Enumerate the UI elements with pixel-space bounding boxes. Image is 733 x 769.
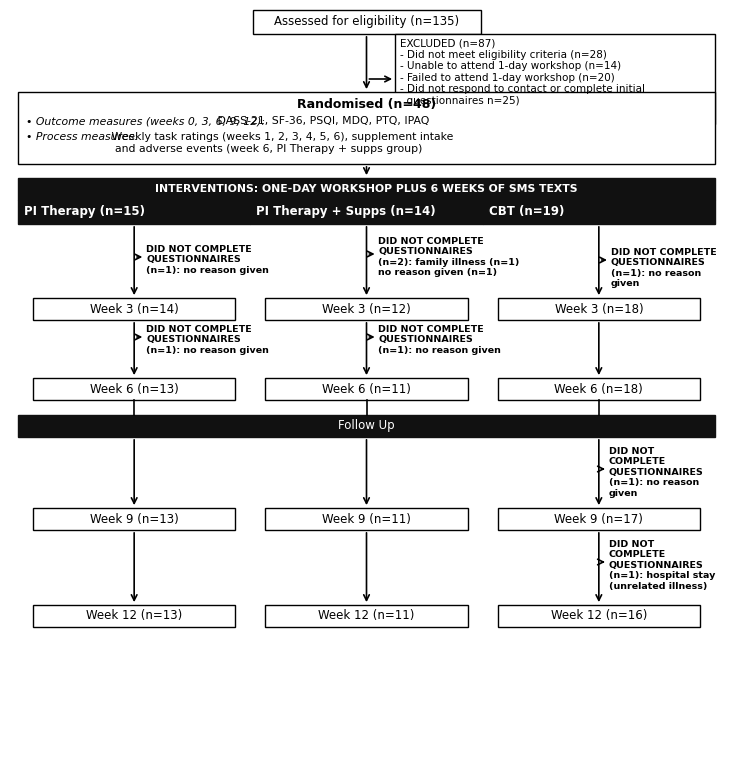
Text: DID NOT
COMPLETE
QUESTIONNAIRES
(n=1): hospital stay
(unrelated illness): DID NOT COMPLETE QUESTIONNAIRES (n=1): h…: [609, 540, 715, 591]
Text: Assessed for eligibility (n=135): Assessed for eligibility (n=135): [274, 15, 459, 28]
Text: • Outcome measures (weeks 0, 3, 6, 9, 12):: • Outcome measures (weeks 0, 3, 6, 9, 12…: [26, 116, 265, 126]
Bar: [18, 415, 715, 437]
Bar: [18, 200, 251, 224]
Bar: [33, 378, 235, 400]
Text: Week 6 (n=13): Week 6 (n=13): [89, 382, 179, 395]
Bar: [482, 200, 715, 224]
Text: PI Therapy (n=15): PI Therapy (n=15): [24, 205, 145, 218]
Bar: [265, 508, 468, 530]
Text: DID NOT
COMPLETE
QUESTIONNAIRES
(n=1): no reason
given: DID NOT COMPLETE QUESTIONNAIRES (n=1): n…: [609, 447, 704, 498]
Bar: [498, 508, 700, 530]
Text: Follow Up: Follow Up: [338, 420, 395, 432]
Text: CBT (n=19): CBT (n=19): [489, 205, 564, 218]
Text: • Process measures:: • Process measures:: [26, 132, 138, 142]
Text: Week 12 (n=13): Week 12 (n=13): [86, 610, 183, 622]
Text: Week 12 (n=11): Week 12 (n=11): [318, 610, 415, 622]
Text: INTERVENTIONS: ONE-DAY WORKSHOP PLUS 6 WEEKS OF SMS TEXTS: INTERVENTIONS: ONE-DAY WORKSHOP PLUS 6 W…: [155, 184, 578, 194]
Bar: [251, 200, 482, 224]
Text: DID NOT COMPLETE
QUESTIONNAIRES
(n=1): no reason given: DID NOT COMPLETE QUESTIONNAIRES (n=1): n…: [146, 245, 269, 275]
Bar: [498, 378, 700, 400]
Bar: [33, 508, 235, 530]
Bar: [395, 34, 715, 124]
Text: EXCLUDED (n=87)
- Did not meet eligibility criteria (n=28)
- Unable to attend 1-: EXCLUDED (n=87) - Did not meet eligibili…: [400, 38, 645, 106]
Bar: [265, 378, 468, 400]
Text: Week 9 (n=11): Week 9 (n=11): [322, 512, 411, 525]
Text: Weekly task ratings (weeks 1, 2, 3, 4, 5, 6), supplement intake
  and adverse ev: Weekly task ratings (weeks 1, 2, 3, 4, 5…: [108, 132, 454, 154]
Bar: [265, 298, 468, 320]
Bar: [498, 605, 700, 627]
Bar: [33, 605, 235, 627]
Text: Week 12 (n=16): Week 12 (n=16): [550, 610, 647, 622]
Text: PI Therapy + Supps (n=14): PI Therapy + Supps (n=14): [257, 205, 436, 218]
Text: Week 3 (n=18): Week 3 (n=18): [555, 302, 643, 315]
Bar: [252, 10, 481, 34]
Text: Week 6 (n=11): Week 6 (n=11): [322, 382, 411, 395]
Text: DASS-21, SF-36, PSQI, MDQ, PTQ, IPAQ: DASS-21, SF-36, PSQI, MDQ, PTQ, IPAQ: [214, 116, 430, 126]
Text: DID NOT COMPLETE
QUESTIONNAIRES
(n=1): no reason
given: DID NOT COMPLETE QUESTIONNAIRES (n=1): n…: [611, 248, 717, 288]
Bar: [18, 92, 715, 164]
Text: Randomised (n=48): Randomised (n=48): [297, 98, 436, 111]
Bar: [265, 605, 468, 627]
Text: Week 6 (n=18): Week 6 (n=18): [554, 382, 644, 395]
Text: Week 9 (n=13): Week 9 (n=13): [89, 512, 179, 525]
Text: Week 3 (n=12): Week 3 (n=12): [322, 302, 411, 315]
Bar: [33, 298, 235, 320]
Bar: [18, 178, 715, 200]
Text: DID NOT COMPLETE
QUESTIONNAIRES
(n=1): no reason given: DID NOT COMPLETE QUESTIONNAIRES (n=1): n…: [146, 325, 269, 355]
Bar: [498, 298, 700, 320]
Text: Week 3 (n=14): Week 3 (n=14): [89, 302, 179, 315]
Text: Week 9 (n=17): Week 9 (n=17): [554, 512, 644, 525]
Text: DID NOT COMPLETE
QUESTIONNAIRES
(n=2): family illness (n=1)
no reason given (n=1: DID NOT COMPLETE QUESTIONNAIRES (n=2): f…: [378, 237, 520, 277]
Text: DID NOT COMPLETE
QUESTIONNAIRES
(n=1): no reason given: DID NOT COMPLETE QUESTIONNAIRES (n=1): n…: [378, 325, 501, 355]
